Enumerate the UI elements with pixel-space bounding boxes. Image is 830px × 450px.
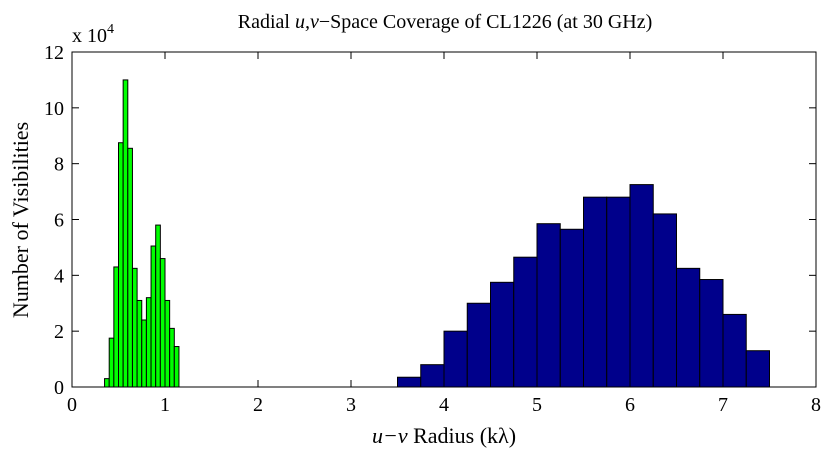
x-tick-label: 5 [532,394,542,416]
x-tick-label: 0 [67,394,77,416]
chart-title: Radial u,v−Space Coverage of CL1226 (at … [238,11,653,33]
histogram-bar [652,213,677,388]
histogram-bar [606,196,631,388]
histogram-bar [136,299,143,388]
histogram-bar [676,267,701,388]
x-tick-label: 1 [160,394,170,416]
histogram-bar [699,279,724,388]
x-tick-label: 7 [718,394,728,416]
y-tick-label: 2 [54,321,64,343]
x-tick-label: 3 [346,394,356,416]
histogram-bar [397,376,422,388]
histogram-bar [131,267,138,388]
histogram-bar [141,319,147,388]
histogram-bar [466,302,491,388]
y-tick-label: 4 [54,265,64,287]
x-tick-label: 2 [253,394,263,416]
histogram-bar [104,378,110,388]
histogram-bar [629,184,654,388]
histogram-bar [122,79,129,388]
x-tick-label: 8 [811,394,821,416]
y-tick-label: 12 [44,42,64,64]
y-multiplier-exponent: 4 [107,22,114,37]
histogram-bar [443,330,468,388]
y-tick-label: 10 [44,98,64,120]
histogram-bar [169,327,175,388]
histogram-bar [559,228,584,388]
y-axis-label: Number of Visibilities [8,122,33,318]
histogram-bar [155,224,161,388]
y-tick-label: 8 [54,154,64,176]
histogram-bar [536,223,561,388]
x-axis-label: u−v Radius (kλ) [372,423,516,448]
plot-frame [71,51,817,388]
histogram-bar [145,297,152,388]
histogram-bar [159,258,166,388]
histogram-bar [150,245,157,388]
histogram-bar [173,346,180,388]
x-tick-label: 6 [625,394,635,416]
histogram-bar [164,299,171,388]
histogram-bar [583,196,608,388]
y-tick-label: 0 [54,377,64,399]
histogram-bar [108,337,115,388]
y-tick-label: 6 [54,210,64,232]
histogram-bar [113,266,119,388]
y-multiplier: x 104 [72,22,114,47]
bars-layer [104,79,770,388]
histogram-bar [722,313,747,388]
x-tick-label: 4 [439,394,449,416]
histogram-bar [127,147,133,388]
histogram-bar [490,281,515,388]
histogram-bar [513,256,538,388]
histogram-bar [420,364,445,388]
histogram-bar [745,350,770,388]
histogram-bar [118,142,124,388]
